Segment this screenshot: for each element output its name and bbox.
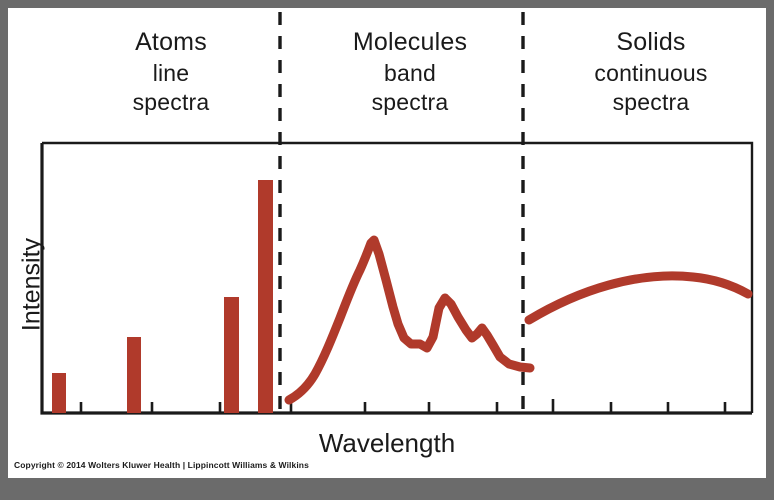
column-header-atoms: Atoms line spectra bbox=[60, 26, 282, 118]
column-header-molecules: Molecules band spectra bbox=[296, 26, 524, 118]
column-title-molecules: Molecules bbox=[352, 28, 468, 56]
copyright-notice: Copyright © 2014 Wolters Kluwer Health |… bbox=[14, 460, 309, 470]
column-subtitle-solids-line1: continuous bbox=[594, 59, 708, 86]
x-axis-label: Wavelength bbox=[318, 428, 456, 458]
spectral-line-bar bbox=[127, 337, 141, 413]
column-subtitle-atoms-line2: spectra bbox=[132, 89, 210, 116]
spectral-line-bar bbox=[258, 180, 273, 413]
column-header-solids: Solids continuous spectra bbox=[538, 26, 764, 118]
atoms-line-spectra-bars bbox=[52, 180, 273, 413]
spectral-line-bar bbox=[52, 373, 66, 413]
column-subtitle-molecules-line2: spectra bbox=[371, 89, 449, 116]
column-subtitle-solids-line2: spectra bbox=[612, 89, 690, 116]
spectral-line-bar bbox=[224, 297, 239, 413]
region-divider-lines bbox=[278, 12, 525, 415]
column-subtitle-molecules-line1: band bbox=[384, 59, 436, 86]
column-title-atoms: Atoms bbox=[135, 28, 207, 56]
molecules-band-spectra-curve bbox=[284, 235, 535, 405]
x-axis-ticks bbox=[79, 399, 727, 413]
spectra-plot bbox=[40, 12, 754, 415]
column-title-solids: Solids bbox=[616, 28, 686, 56]
solids-continuous-spectra-curve bbox=[524, 271, 753, 325]
column-subtitle-atoms-line1: line bbox=[152, 59, 190, 86]
figure-sheet: Atoms line spectra Molecules band spectr… bbox=[8, 8, 766, 478]
